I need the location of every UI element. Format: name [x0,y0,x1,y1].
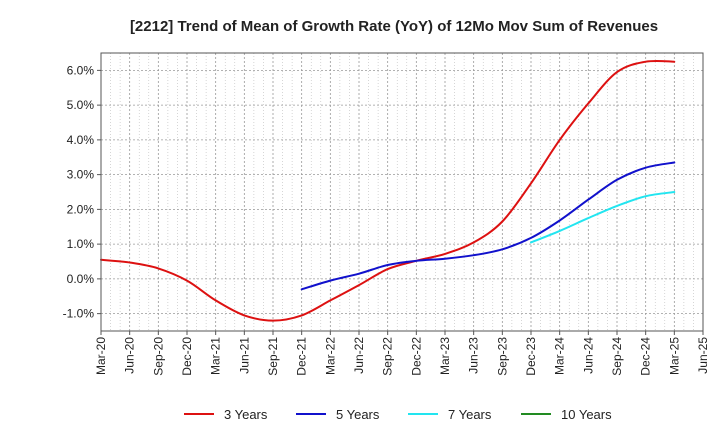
legend: 3 Years 5 Years 7 Years 10 Years [184,407,612,422]
x-tick-label: Sep-20 [151,337,165,376]
series-line-7-years [530,191,676,244]
x-tick-label: Jun-20 [123,337,137,374]
y-tick-label: 4.0% [67,133,95,147]
x-tick-label: Mar-23 [438,337,452,375]
y-tick-label: 3.0% [67,168,95,182]
x-axis-ticks: Mar-20 Jun-20 Sep-20 Dec-20 Mar-21 Jun-21 Sep-… [94,331,710,376]
legend-label-1: 3 Years [224,407,268,422]
x-tick-label: Sep-22 [381,337,395,376]
legend-label-4: 10 Years [561,407,612,422]
x-tick-label: Mar-21 [209,337,223,375]
x-tick-label: Jun-25 [696,337,710,374]
x-tick-label: Sep-21 [266,337,280,376]
y-tick-label: 5.0% [67,98,95,112]
y-tick-label: 6.0% [67,63,95,77]
y-axis-ticks: -1.0% 0.0% 1.0% 2.0% 3.0% 4.0% 5.0% 6.0% [63,63,101,321]
y-tick-label: -1.0% [63,307,95,321]
legend-label-3: 7 Years [448,407,492,422]
y-tick-label: 2.0% [67,202,95,216]
x-tick-label: Sep-24 [610,337,624,376]
series-line-3-years [100,59,676,322]
series-line-5-years [300,161,676,291]
plot-border [100,52,704,332]
x-tick-label: Jun-21 [237,337,251,374]
plot-area [101,53,703,331]
x-tick-label: Dec-21 [295,337,309,376]
x-tick-label: Mar-20 [94,337,108,375]
chart-title: [2212] Trend of Mean of Growth Rate (YoY… [130,18,658,35]
x-tick-label: Mar-24 [553,337,567,375]
x-tick-label: Jun-22 [352,337,366,374]
x-tick-label: Sep-23 [495,337,509,376]
x-tick-label: Dec-23 [524,337,538,376]
legend-label-2: 5 Years [336,407,380,422]
x-tick-label: Dec-20 [180,337,194,376]
series-layer [100,59,676,322]
x-tick-label: Jun-24 [581,337,595,374]
x-tick-label: Dec-22 [409,337,423,376]
y-tick-label: 1.0% [67,237,95,251]
x-tick-label: Mar-25 [667,337,681,375]
x-tick-label: Mar-22 [323,337,337,375]
y-tick-label: 0.0% [67,272,95,286]
x-tick-label: Dec-24 [639,337,653,376]
x-tick-label: Jun-23 [467,337,481,374]
